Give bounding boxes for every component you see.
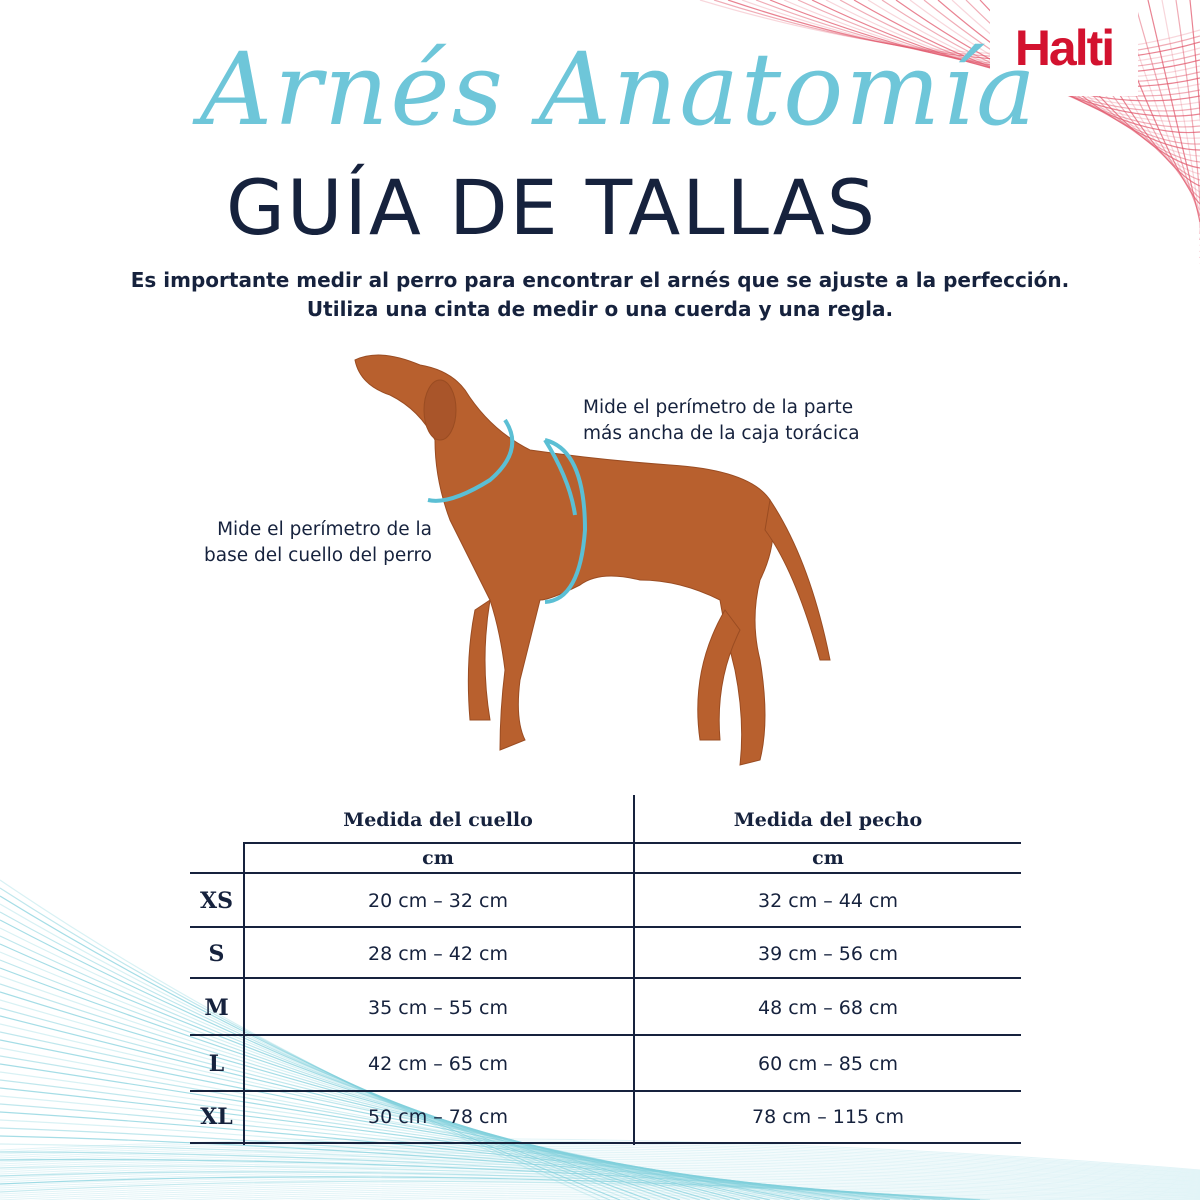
- column-header-chest: Medida del pecho: [733, 809, 923, 831]
- wave-line: [0, 1147, 1200, 1176]
- wave-line: [0, 1145, 1200, 1175]
- dog-leg: [467, 598, 491, 721]
- wave-line: [1161, 0, 1200, 229]
- intro-line-1: Es importante medir al perro para encont…: [130, 268, 1070, 292]
- wave-line: [285, 1193, 1184, 1200]
- wave-line: [1147, 0, 1200, 223]
- wave-line: [0, 967, 711, 1200]
- wave-line: [0, 991, 741, 1200]
- wave-line: [0, 975, 721, 1200]
- wave-line: [0, 951, 691, 1200]
- table-divider: [190, 977, 1021, 979]
- neck-range: 20 cm – 32 cm: [368, 890, 508, 912]
- wave-line: [0, 1158, 951, 1200]
- wave-line: [0, 1140, 1200, 1172]
- unit-chest: cm: [812, 847, 844, 869]
- wave-line: [0, 1154, 1200, 1180]
- intro-line-2: Utiliza una cinta de medir o una cuerda …: [306, 297, 894, 321]
- neck-range: 50 cm – 78 cm: [368, 1106, 508, 1128]
- wave-line: [0, 919, 651, 1200]
- size-label: S: [208, 940, 225, 967]
- size-label: L: [208, 1051, 225, 1077]
- halti-logo: Halti: [990, 0, 1138, 96]
- size-label: XL: [200, 1104, 233, 1130]
- dog-tail: [764, 498, 831, 661]
- column-header-neck: Medida del cuello: [343, 809, 533, 831]
- neck-range: 28 cm – 42 cm: [368, 942, 508, 965]
- wave-line: [937, 0, 1200, 134]
- wave-line: [0, 1143, 1200, 1174]
- wave-line: [0, 1007, 761, 1200]
- table-divider: [243, 842, 1021, 844]
- chest-range: 60 cm – 85 cm: [758, 1053, 898, 1075]
- wave-line: [0, 1149, 1200, 1177]
- chest-range: 39 cm – 56 cm: [758, 942, 898, 965]
- wave-line: [432, 1196, 1101, 1200]
- wave-line: [1189, 0, 1200, 240]
- chest-measure-loop-icon: [544, 438, 588, 604]
- table-divider: [190, 1034, 1021, 1036]
- table-divider: [190, 926, 1021, 928]
- wave-line: [0, 935, 671, 1200]
- wave-line: [0, 1183, 1200, 1200]
- wave-line: [699, 0, 1200, 55]
- page-title: GUÍA DE TALLAS: [226, 163, 877, 252]
- wave-line: [0, 895, 621, 1200]
- wave-line: [0, 1015, 771, 1200]
- wave-line: [170, 1189, 1200, 1200]
- unit-neck: cm: [422, 847, 454, 869]
- wave-line: [353, 1194, 1147, 1200]
- wave-line: [0, 1179, 1200, 1197]
- wave-line: [225, 1191, 1200, 1200]
- wave-line: [0, 1138, 1200, 1171]
- wave-line: [30, 1184, 1200, 1200]
- wave-line: [0, 1151, 1200, 1178]
- table-divider: [190, 1090, 1021, 1092]
- wave-line: [0, 943, 681, 1200]
- neck-annotation-line: base del cuello del perro: [204, 545, 432, 566]
- wave-line: [0, 887, 611, 1200]
- chest-annotation: Mide el perímetro de la parte más ancha …: [583, 395, 860, 447]
- table-divider: [243, 843, 245, 1145]
- script-title: Arnés Anatomía: [200, 31, 1038, 148]
- table-divider: [190, 872, 1021, 874]
- wave-line: [1175, 0, 1200, 234]
- wave-line: [0, 1176, 981, 1200]
- wave-line: [0, 1180, 991, 1200]
- chest-annotation-line: más ancha de la caja torácica: [583, 423, 860, 444]
- wave-line: [0, 1176, 1200, 1193]
- wave-line: [0, 1153, 1200, 1179]
- chest-annotation-line: Mide el perímetro de la parte: [583, 397, 854, 418]
- wave-line: [0, 1181, 1200, 1199]
- dog-body: [354, 354, 774, 766]
- wave-line: [713, 0, 1200, 59]
- chest-range: 78 cm – 115 cm: [751, 1106, 904, 1128]
- size-label: M: [204, 994, 229, 1021]
- table-divider: [190, 1142, 1021, 1144]
- dog-ear: [423, 379, 457, 441]
- wave-line: [0, 1156, 1200, 1181]
- wave-line: [0, 911, 641, 1200]
- size-label: XS: [200, 888, 233, 914]
- wave-line: [120, 1188, 1200, 1200]
- chest-measure-loop-icon: [543, 438, 577, 516]
- table-divider: [633, 795, 635, 1145]
- neck-annotation: Mide el perímetro de la base del cuello …: [190, 517, 432, 569]
- dog-illustration: [354, 354, 831, 766]
- wave-line: [0, 999, 751, 1200]
- chest-range: 48 cm – 68 cm: [758, 996, 898, 1019]
- wave-line: [0, 959, 701, 1200]
- neck-range: 42 cm – 65 cm: [368, 1053, 508, 1075]
- neck-measure-loop-icon: [427, 418, 515, 503]
- neck-range: 35 cm – 55 cm: [368, 996, 508, 1019]
- wave-line: [0, 879, 601, 1200]
- wave-line: [0, 903, 631, 1200]
- chest-range: 32 cm – 44 cm: [758, 890, 898, 912]
- neck-annotation-line: Mide el perímetro de la: [217, 519, 432, 540]
- wave-line: [0, 927, 661, 1200]
- dog-leg: [697, 609, 741, 741]
- wave-line: [74, 1186, 1200, 1200]
